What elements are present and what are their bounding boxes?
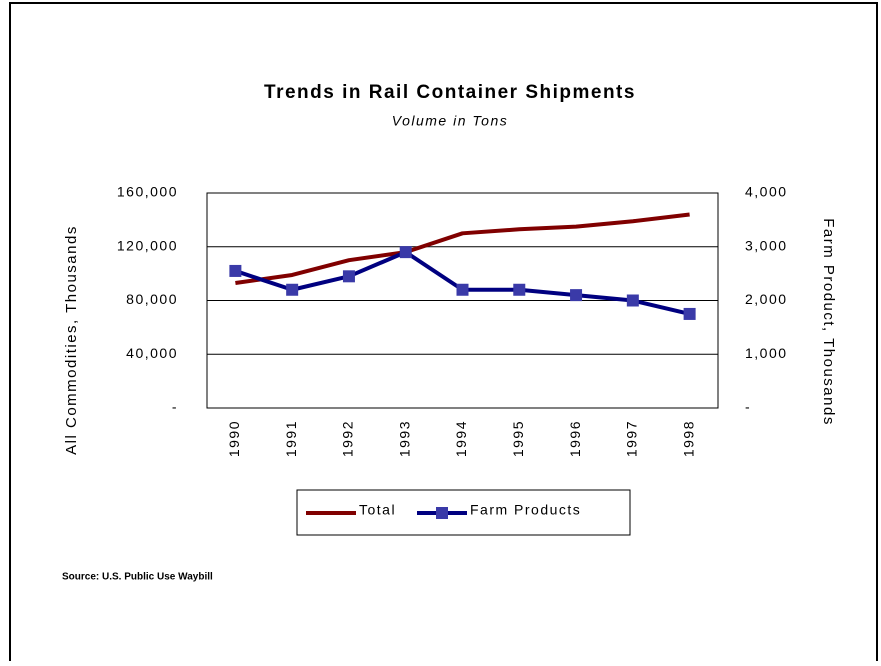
x-tick-label: 1992	[340, 420, 356, 457]
x-tick-label: 1995	[510, 420, 526, 457]
x-tick-label: 1991	[283, 420, 299, 457]
marker	[342, 270, 355, 283]
source-note: Source: U.S. Public Use Waybill	[62, 572, 213, 583]
y-axis-label: All Commodities, Thousands	[63, 225, 80, 455]
marker	[286, 283, 299, 296]
x-tick-label: 1996	[567, 420, 583, 457]
x-tick-label: 1990	[226, 420, 242, 457]
y2-axis-label: Farm Product, Thousands	[820, 218, 837, 426]
marker	[513, 283, 526, 296]
marker	[626, 294, 639, 307]
legend-label: Farm Products	[470, 502, 581, 518]
legend-label: Total	[359, 502, 396, 518]
y-tick-label: -	[172, 399, 178, 415]
x-tick-label: 1994	[453, 420, 469, 457]
marker	[683, 307, 696, 320]
frame	[9, 2, 878, 666]
marker	[570, 289, 583, 302]
y2-tick-label: 1,000	[745, 345, 788, 361]
y2-tick-label: 3,000	[745, 237, 788, 253]
marker	[399, 246, 412, 259]
x-tick-label: 1993	[396, 420, 412, 457]
y2-tick-label: 4,000	[745, 184, 788, 200]
y-tick-label: 40,000	[126, 345, 178, 361]
series-line	[234, 250, 691, 316]
marker	[229, 264, 242, 277]
y2-tick-label: -	[745, 399, 751, 415]
y-tick-label: 160,000	[117, 184, 178, 200]
y-tick-label: 80,000	[126, 291, 178, 307]
series-line	[235, 212, 690, 286]
x-tick-label: 1997	[624, 420, 640, 457]
y-tick-label: 120,000	[117, 237, 178, 253]
chart-subtitle: Volume in Tons	[392, 113, 508, 129]
marker	[456, 283, 469, 296]
y2-tick-label: 2,000	[745, 291, 788, 307]
chart-title: Trends in Rail Container Shipments	[264, 82, 636, 103]
legend-marker	[436, 507, 448, 519]
x-tick-label: 1998	[680, 420, 696, 457]
